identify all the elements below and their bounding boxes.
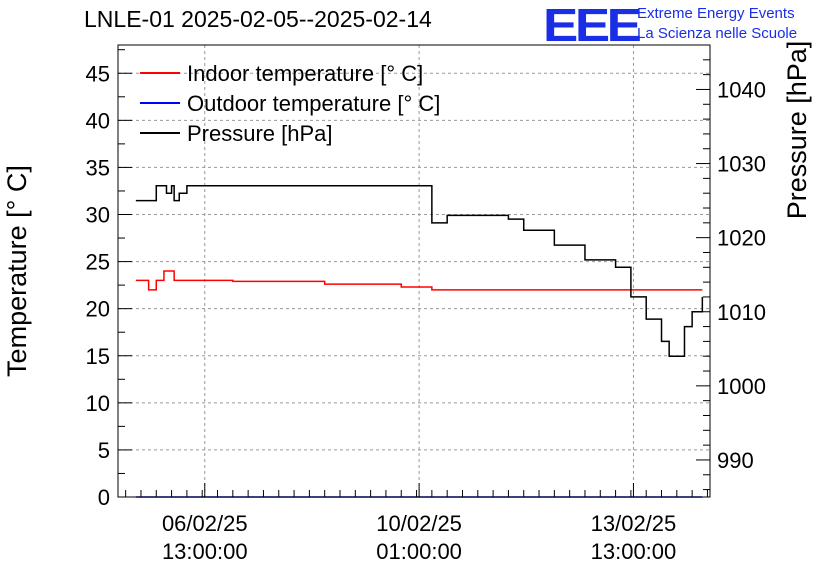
y2-tick-label: 1040 [717, 77, 766, 102]
y2-tick-label: 990 [717, 448, 754, 473]
legend-label: Indoor temperature [° C] [187, 61, 423, 86]
x-tick-date: 10/02/25 [376, 511, 462, 536]
logo-line-1: Extreme Energy Events [637, 5, 795, 22]
y-tick-label: 30 [86, 203, 110, 228]
y-tick-label: 15 [86, 344, 110, 369]
series-line-0 [135, 270, 703, 291]
y-tick-label: 35 [86, 155, 110, 180]
y-tick-label: 45 [86, 61, 110, 86]
legend-label: Pressure [hPa] [187, 121, 333, 146]
axis-ticks [118, 49, 710, 498]
plot-frame [117, 44, 711, 498]
y-tick-label: 0 [98, 485, 110, 510]
y-tick-label: 10 [86, 391, 110, 416]
logo-line-2: La Scienza nelle Scuole [637, 25, 798, 42]
y2-tick-label: 1000 [717, 374, 766, 399]
eee-logo: EEE [543, 0, 642, 51]
axis-labels: 0 5 10 15 20 25 30 35 40 45 990 1000 1010 1020 1030 104… [2, 41, 812, 564]
y-axis-label: Temperature [° C] [2, 165, 32, 377]
x-tick-date: 13/02/25 [591, 511, 677, 536]
y2-tick-label: 1010 [717, 300, 766, 325]
legend-label: Outdoor temperature [° C] [187, 91, 440, 116]
y-tick-label: 5 [98, 438, 110, 463]
y2-tick-label: 1030 [717, 152, 766, 177]
x-tick-time: 01:00:00 [376, 539, 462, 564]
grid [118, 45, 710, 497]
y-tick-label: 25 [86, 250, 110, 275]
series-line-2 [135, 185, 704, 357]
y-tick-label: 20 [86, 297, 110, 322]
y-tick-label: 40 [86, 108, 110, 133]
y2-tick-label: 1020 [717, 226, 766, 251]
x-tick-date: 06/02/25 [162, 511, 248, 536]
chart-title: LNLE-01 2025-02-05--2025-02-14 [84, 6, 432, 32]
legend: Indoor temperature [° C] Outdoor temperat… [140, 61, 440, 146]
x-tick-time: 13:00:00 [591, 539, 677, 564]
x-tick-time: 13:00:00 [162, 539, 248, 564]
y2-axis-label: Pressure [hPa] [782, 41, 812, 220]
